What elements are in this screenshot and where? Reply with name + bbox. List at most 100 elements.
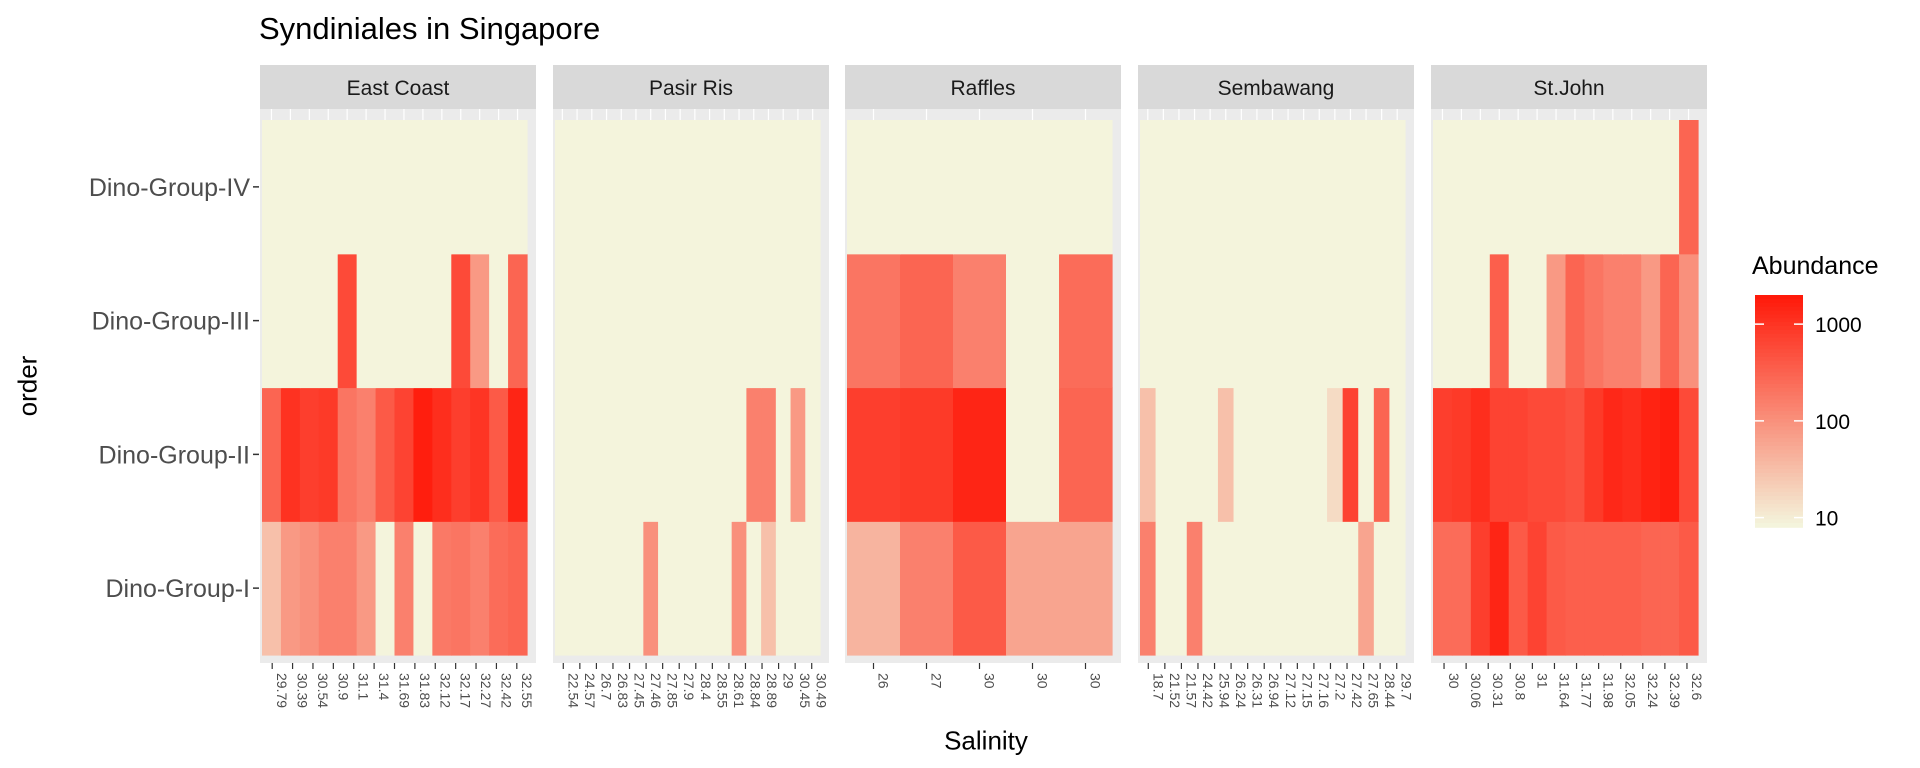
heatmap-cell	[508, 120, 528, 255]
x-tick-label: 27.16	[1316, 673, 1332, 708]
heatmap-cell	[790, 253, 806, 389]
heatmap-cell	[1311, 120, 1328, 255]
heatmap-cell	[337, 387, 358, 522]
heatmap-cell	[451, 521, 471, 656]
heatmap-cell	[1342, 253, 1359, 389]
legend-color-step	[1755, 411, 1803, 416]
legend-color-step	[1755, 376, 1803, 381]
heatmap-cell	[489, 120, 509, 255]
heatmap-cell	[299, 253, 320, 389]
heatmap-cell	[805, 387, 821, 522]
x-tick-label: 27.9	[681, 673, 697, 700]
heatmap-cell	[599, 253, 615, 389]
heatmap-cell	[262, 387, 282, 522]
heatmap-cell	[1508, 253, 1529, 389]
heatmap-cell	[1546, 120, 1567, 255]
heatmap-cell	[599, 521, 615, 656]
heatmap-cell	[1202, 120, 1219, 255]
heatmap-cell	[1171, 253, 1188, 389]
x-tick-label: 27.85	[665, 673, 681, 708]
heatmap-cell	[746, 521, 762, 656]
facet-strip	[1138, 65, 1414, 109]
heatmap-cell	[1584, 253, 1604, 389]
x-tick-label: 28.4	[698, 673, 714, 700]
heatmap-cell	[451, 387, 471, 522]
heatmap-cell	[1311, 253, 1328, 389]
legend-color-step	[1755, 438, 1803, 443]
x-tick-label: 30	[982, 673, 998, 689]
heatmap-cell	[413, 521, 433, 656]
heatmap-cell	[1527, 253, 1548, 389]
heatmap-cell	[731, 120, 747, 255]
x-tick-label: 27.46	[648, 673, 664, 708]
heatmap-cell	[1006, 521, 1060, 656]
heatmap-cell	[318, 521, 339, 656]
heatmap-cell	[1006, 387, 1060, 522]
heatmap-cell	[847, 120, 901, 255]
heatmap-cell	[628, 521, 644, 656]
heatmap-cell	[805, 253, 821, 389]
heatmap-cell	[953, 387, 1007, 522]
legend-color-step	[1755, 295, 1803, 300]
heatmap-cell	[1546, 521, 1567, 656]
heatmap-cell	[1171, 387, 1188, 522]
heatmap-cell	[508, 387, 528, 522]
x-tick-label: 27.65	[1366, 673, 1382, 708]
heatmap-cell	[716, 120, 733, 255]
heatmap-cell	[337, 521, 358, 656]
x-tick-label: 31.1	[356, 673, 372, 700]
legend-color-step	[1755, 364, 1803, 370]
heatmap-cell	[1373, 120, 1391, 255]
legend-color-step	[1755, 511, 1803, 517]
heatmap-cell	[1603, 387, 1623, 522]
heatmap-cell	[1679, 120, 1699, 255]
heatmap-cell	[1433, 120, 1453, 255]
facet-strip-label: St.John	[1533, 77, 1604, 100]
heatmap-cell	[1295, 253, 1313, 389]
heatmap-cell	[658, 521, 674, 656]
legend-color-step	[1755, 356, 1803, 362]
x-tick-label: 31.64	[1556, 673, 1572, 708]
heatmap-cell	[1565, 521, 1586, 656]
legend-color-step	[1755, 430, 1803, 435]
heatmap-cell	[1489, 387, 1510, 522]
heatmap-cell	[1342, 521, 1359, 656]
heatmap-cell	[1327, 120, 1344, 255]
heatmap-cell	[731, 521, 747, 656]
x-tick-label: 27.45	[632, 673, 648, 708]
heatmap-cell	[672, 387, 689, 522]
facet-strip	[1431, 65, 1707, 109]
heatmap-cell	[746, 387, 762, 522]
heatmap-cell	[1155, 387, 1172, 522]
heatmap-cell	[1584, 120, 1604, 255]
legend-color-step	[1755, 310, 1803, 316]
heatmap-cell	[1451, 253, 1472, 389]
heatmap-cell	[1327, 521, 1344, 656]
heatmap-cell	[1389, 253, 1406, 389]
heatmap-cell	[432, 521, 452, 656]
legend-color-step	[1755, 441, 1803, 447]
heatmap-cell	[1584, 387, 1604, 522]
heatmap-cell	[394, 120, 415, 255]
heatmap-cell	[1202, 253, 1219, 389]
heatmap-cell	[584, 387, 600, 522]
heatmap-cell	[375, 120, 396, 255]
heatmap-cell	[1603, 521, 1623, 656]
legend-color-step	[1755, 380, 1803, 385]
heatmap-cell	[1311, 521, 1328, 656]
legend-color-step	[1755, 345, 1803, 350]
legend-tick-label: 10	[1815, 508, 1838, 531]
heatmap-cell	[1186, 387, 1203, 522]
heatmap-cell	[1641, 387, 1661, 522]
heatmap-cell	[805, 120, 821, 255]
heatmap-cell	[1295, 387, 1313, 522]
heatmap-cell	[508, 521, 528, 656]
heatmap-cell	[702, 253, 718, 389]
heatmap-cell	[658, 120, 674, 255]
x-tick-label: 27	[929, 673, 945, 689]
x-tick-label: 28.55	[714, 673, 730, 708]
facet-strip-label: Sembawang	[1218, 77, 1335, 100]
heatmap-cell	[1358, 120, 1375, 255]
heatmap-cell	[413, 253, 433, 389]
x-tick-label: 32.42	[498, 673, 514, 708]
